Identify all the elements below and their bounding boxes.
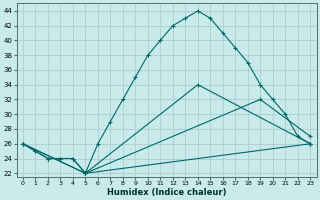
X-axis label: Humidex (Indice chaleur): Humidex (Indice chaleur): [107, 188, 226, 197]
